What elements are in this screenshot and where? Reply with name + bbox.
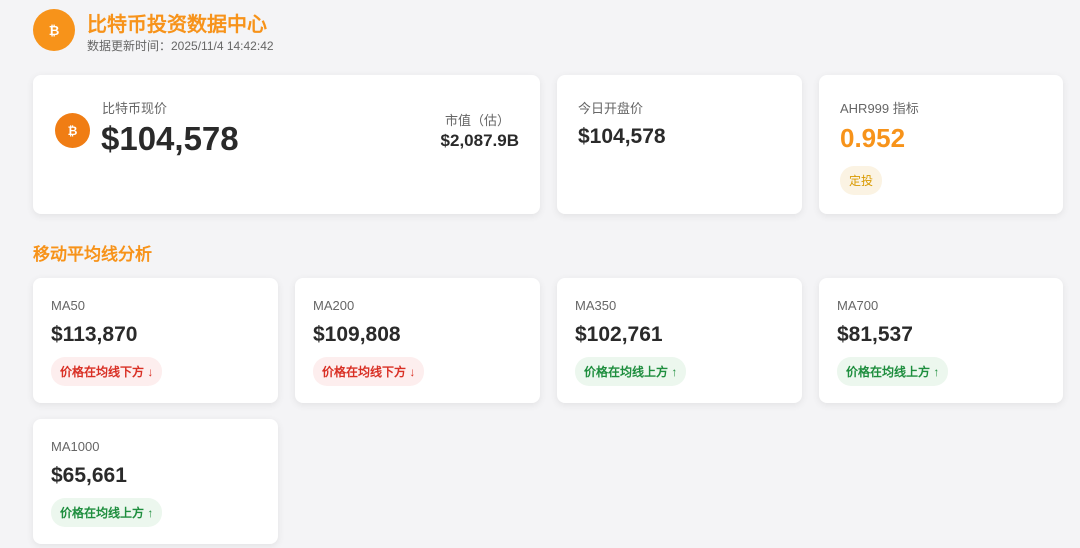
- ahr-label: AHR999 指标: [840, 101, 919, 116]
- price-value: $104,578: [101, 120, 239, 157]
- ma-value: $81,537: [837, 323, 913, 346]
- ma-value: $65,661: [51, 464, 127, 487]
- title: 比特币投资数据中心: [87, 14, 267, 36]
- open-value: $104,578: [578, 125, 666, 148]
- ma-value: $102,761: [575, 323, 663, 346]
- market-cap-label: 市值（估）: [444, 113, 510, 128]
- price-icon: ₿: [55, 113, 90, 148]
- ma-label: MA700: [837, 298, 879, 313]
- subtitle: 数据更新时间：2025/11/4 14:42:42: [87, 39, 274, 53]
- open-card: 今日开盘价 $104,578: [557, 75, 802, 214]
- ma-status: 价格在均线上方 ↑: [837, 357, 949, 386]
- ma-label: MA50: [51, 298, 85, 313]
- ma-card: MA1000 $65,661 价格在均线上方 ↑: [33, 419, 278, 544]
- ma-label: MA350: [575, 298, 617, 313]
- section-title: 移动平均线分析: [33, 245, 152, 264]
- ma-card: MA50 $113,870 价格在均线下方 ↓: [33, 278, 278, 403]
- ma-status: 价格在均线上方 ↑: [575, 357, 687, 386]
- ma-value: $113,870: [51, 323, 138, 346]
- ma-label: MA1000: [51, 439, 100, 454]
- ma-status: 价格在均线下方 ↓: [313, 357, 425, 386]
- price-label: 比特币现价: [102, 101, 168, 116]
- market-cap: $2,087.9B: [440, 131, 519, 150]
- ahr-tag: 定投: [840, 166, 883, 195]
- ma-status: 价格在均线上方 ↑: [51, 498, 163, 527]
- logo: ₿: [33, 9, 75, 51]
- ahr-card: AHR999 指标 0.952 定投: [819, 75, 1063, 214]
- ahr-value: 0.952: [840, 123, 906, 153]
- ma-card: MA350 $102,761 价格在均线上方 ↑: [557, 278, 802, 403]
- ma-card: MA200 $109,808 价格在均线下方 ↓: [295, 278, 540, 403]
- price-card: ₿ 比特币现价 $104,578 市值（估） $2,087.9B: [33, 75, 540, 214]
- ma-card: MA700 $81,537 价格在均线上方 ↑: [819, 278, 1063, 403]
- open-label: 今日开盘价: [578, 101, 644, 116]
- ma-value: $109,808: [313, 323, 401, 346]
- ma-status: 价格在均线下方 ↓: [51, 357, 163, 386]
- ma-label: MA200: [313, 298, 355, 313]
